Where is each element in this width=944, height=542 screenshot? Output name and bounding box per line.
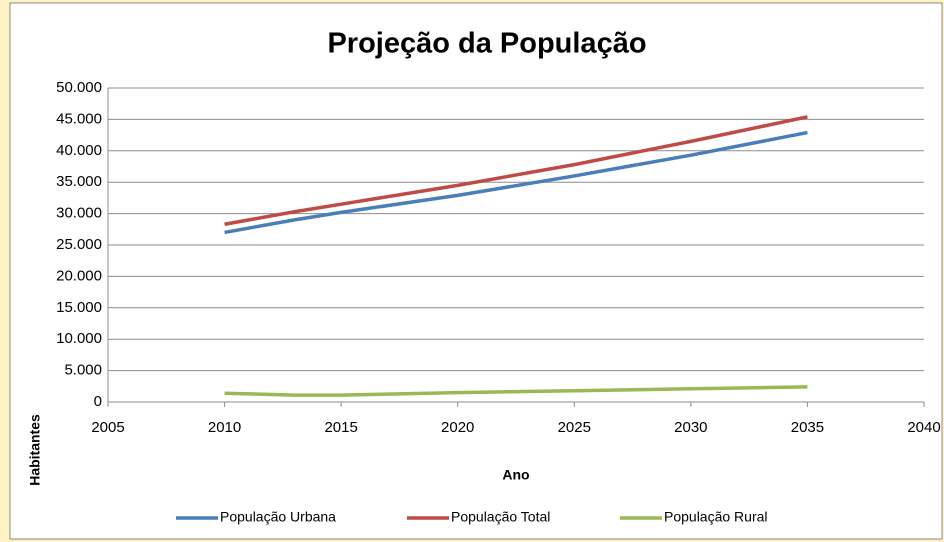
x-tick-label: 2015 bbox=[324, 419, 357, 436]
x-tick-label: 2020 bbox=[441, 419, 474, 436]
y-tick-label: 30.000 bbox=[56, 205, 102, 222]
x-tick-label: 2025 bbox=[558, 419, 591, 436]
y-tick-label: 15.000 bbox=[56, 299, 102, 316]
y-tick-label: 0 bbox=[94, 393, 102, 410]
x-tick-label: 2010 bbox=[208, 419, 241, 436]
legend-label: População Total bbox=[451, 509, 550, 525]
y-tick-label: 50.000 bbox=[56, 79, 102, 96]
y-axis-label: Habitantes bbox=[27, 414, 43, 486]
series-line bbox=[224, 115, 808, 226]
x-tick-label: 2040 bbox=[907, 419, 940, 436]
x-tick-label: 2005 bbox=[91, 419, 124, 436]
y-tick-label: 40.000 bbox=[56, 142, 102, 159]
y-tick-label: 45.000 bbox=[56, 110, 102, 127]
series-line bbox=[224, 385, 808, 397]
y-tick-label: 25.000 bbox=[56, 236, 102, 253]
y-tick-label: 10.000 bbox=[56, 330, 102, 347]
legend-label: População Rural bbox=[664, 509, 768, 525]
chart-title: Projeção da População bbox=[327, 28, 646, 60]
x-axis-label: Ano bbox=[502, 467, 529, 483]
x-tick-label: 2035 bbox=[791, 419, 824, 436]
chart-frame bbox=[9, 2, 943, 540]
y-tick-label: 20.000 bbox=[56, 267, 102, 284]
legend-label: População Urbana bbox=[220, 509, 336, 525]
y-tick-label: 5.000 bbox=[64, 362, 102, 379]
y-tick-label: 35.000 bbox=[56, 173, 102, 190]
x-tick-label: 2030 bbox=[674, 419, 707, 436]
series-line bbox=[224, 130, 808, 235]
